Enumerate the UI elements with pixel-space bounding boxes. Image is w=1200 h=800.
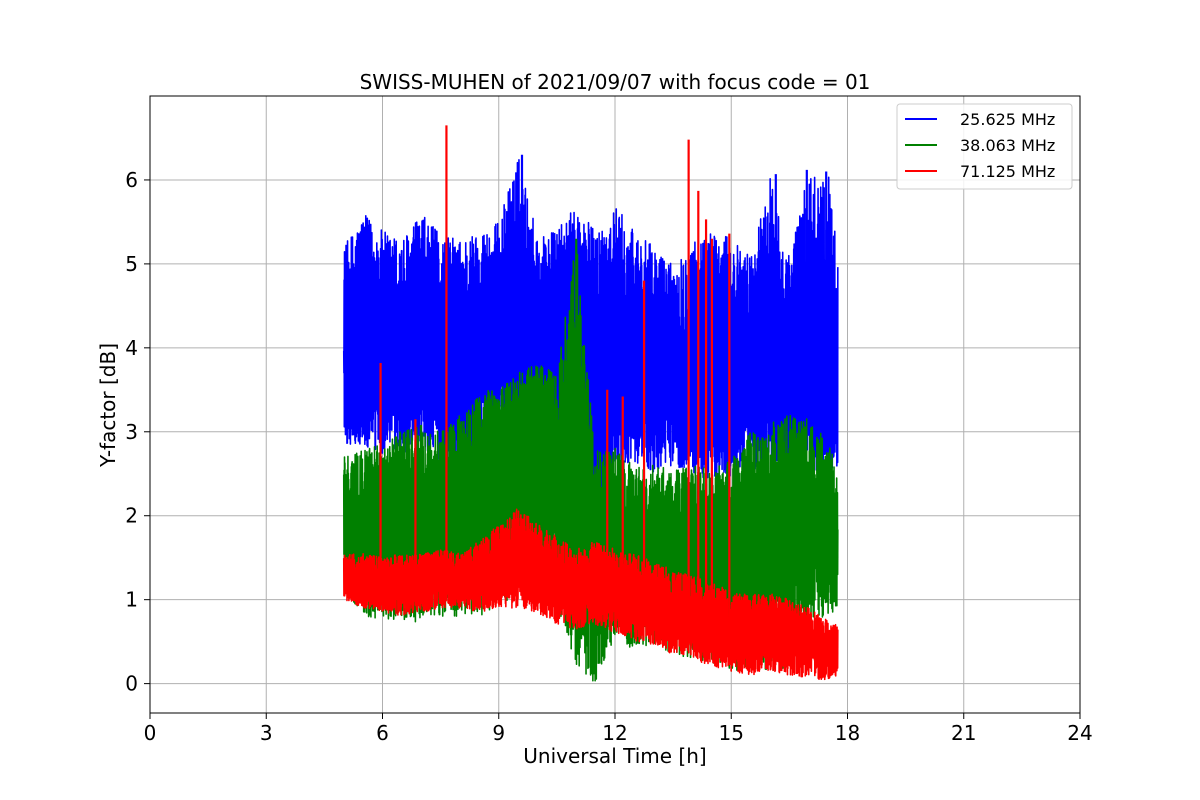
y-tick-label: 3 [125,420,138,444]
y-tick-label: 0 [125,672,138,696]
legend-box [896,103,1073,190]
chart-title: SWISS-MUHEN of 2021/09/07 with focus cod… [360,70,871,94]
x-tick-label: 21 [951,721,976,745]
y-tick-label: 5 [125,252,138,276]
x-tick-label: 3 [260,721,273,745]
x-axis-label: Universal Time [h] [523,744,706,768]
x-tick-label: 9 [492,721,505,745]
x-tick-label: 6 [376,721,389,745]
x-tick-label: 18 [835,721,860,745]
series-layer [342,125,839,682]
x-tick-label: 0 [144,721,157,745]
series-line [342,508,839,681]
y-axis-ticks: 0 1 2 3 4 5 6 [125,168,150,696]
y-axis-label: Y-factor [dB] [96,343,120,468]
y-tick-label: 6 [125,168,138,192]
legend-entry-label: 71.125 MHz [960,162,1055,181]
x-tick-label: 12 [602,721,627,745]
y-tick-label: 2 [125,504,138,528]
y-tick-label: 4 [125,336,138,360]
legend-entry-label: 25.625 MHz [960,110,1055,129]
x-tick-label: 24 [1067,721,1092,745]
legend: 25.625 MHz 38.063 MHz 71.125 MHz [896,103,1073,190]
x-tick-label: 15 [719,721,744,745]
legend-entry-label: 38.063 MHz [960,136,1055,155]
series-line [342,159,839,565]
x-axis-ticks: 0 3 6 9 12 15 18 21 24 [144,713,1093,745]
y-tick-label: 1 [125,588,138,612]
